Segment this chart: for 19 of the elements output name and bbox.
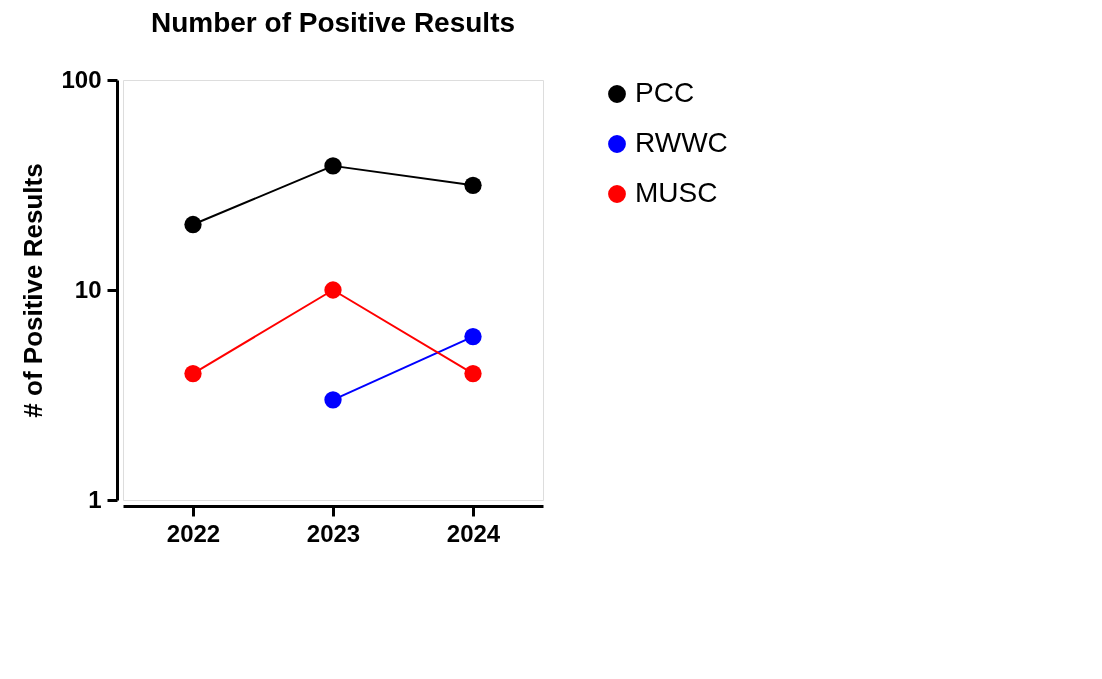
y-axis-title: # of Positive Results — [18, 163, 49, 418]
point — [324, 391, 342, 409]
point — [464, 327, 482, 346]
legend-label: PCC — [635, 77, 695, 108]
point — [184, 364, 202, 383]
point — [464, 364, 482, 383]
x-tick-label: 2022 — [166, 519, 221, 547]
point — [324, 157, 342, 175]
point — [464, 176, 482, 194]
point — [324, 281, 342, 299]
chart-title: Number of Positive Results — [150, 7, 516, 38]
y-tick-label: 100 — [61, 65, 102, 93]
point — [184, 215, 202, 234]
y-tick-label: 10 — [74, 275, 102, 303]
y-tick-label: 1 — [88, 485, 102, 513]
legend-label: RWWC — [635, 127, 728, 158]
x-tick-label: 2024 — [446, 519, 501, 547]
x-tick-label: 2023 — [306, 519, 361, 547]
legend-label: MUSC — [635, 177, 718, 208]
